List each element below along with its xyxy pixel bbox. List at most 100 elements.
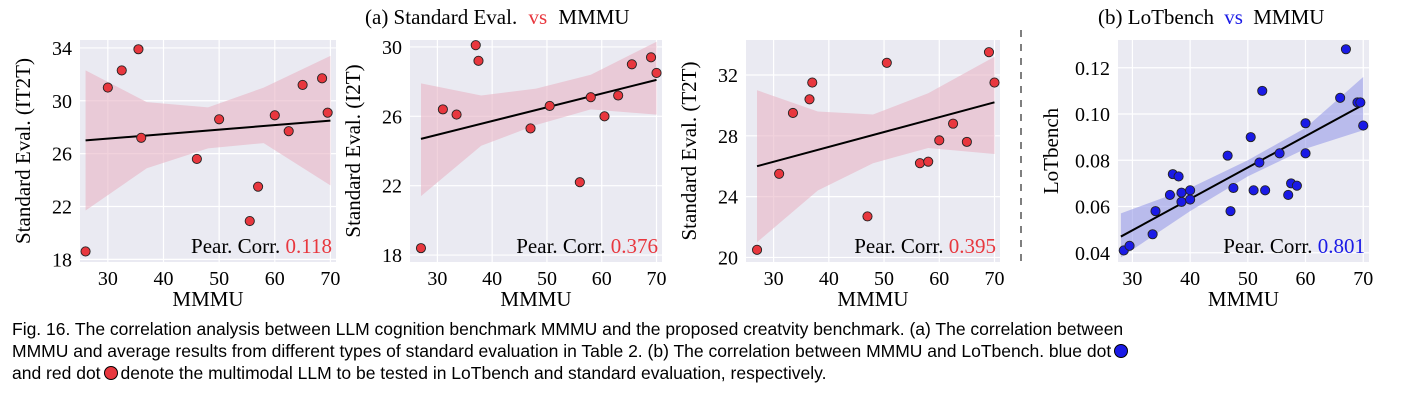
x-tick-label: 60 — [592, 268, 612, 290]
data-point — [451, 109, 462, 120]
data-point — [1124, 240, 1135, 251]
data-point — [1176, 196, 1187, 207]
data-point — [1300, 148, 1311, 159]
title-b: (b) LoTbench vs MMMU — [1098, 5, 1324, 29]
y-tick-label: 20 — [718, 247, 738, 269]
confidence-band — [85, 55, 331, 211]
x-tick-label: 70 — [1353, 268, 1373, 290]
x-axis-label: MMMU — [172, 287, 243, 311]
y-tick-label: 22 — [52, 197, 72, 219]
correlation-annotation: Pear. Corr. 0.801 — [1223, 234, 1365, 258]
y-tick-label: 18 — [52, 249, 72, 271]
x-tick-label: 30 — [98, 268, 118, 290]
data-point — [1176, 187, 1187, 198]
x-tick-label: 50 — [209, 268, 229, 290]
x-tick-label: 60 — [929, 268, 949, 290]
data-point — [1245, 132, 1256, 143]
data-point — [787, 107, 798, 119]
data-point — [214, 114, 225, 125]
y-axis-label: Standard Eval. (IT2T) — [11, 58, 35, 244]
data-point — [133, 44, 144, 55]
data-point — [574, 177, 585, 188]
title-a: (a) Standard Eval. vs MMMU — [365, 5, 630, 29]
data-point — [253, 181, 264, 192]
data-point — [989, 77, 1000, 88]
data-point — [1340, 44, 1351, 55]
x-tick-label: 50 — [537, 268, 557, 290]
data-point — [116, 65, 127, 76]
x-tick-label: 60 — [1296, 268, 1316, 290]
y-tick-label: 0.04 — [1075, 243, 1110, 265]
confidence-band — [1120, 77, 1364, 258]
data-point — [525, 123, 536, 134]
correlation-label: Pear. Corr. — [191, 234, 286, 258]
figure-caption: Fig. 16. The correlation analysis betwee… — [12, 318, 1402, 384]
x-tick-label: 70 — [320, 268, 340, 290]
data-point — [415, 243, 427, 254]
x-tick-label: 30 — [764, 268, 784, 290]
data-point — [1257, 85, 1268, 96]
y-axis-label: Standard Eval. (I2T) — [341, 64, 365, 237]
data-point — [807, 77, 818, 88]
data-point — [1185, 194, 1196, 205]
data-point — [1260, 185, 1271, 196]
data-point — [1147, 229, 1158, 240]
data-point — [1355, 97, 1366, 108]
x-tick-label: 70 — [984, 268, 1004, 290]
data-point — [1254, 157, 1265, 168]
data-point — [1358, 120, 1369, 131]
y-tick-label: 18 — [382, 245, 402, 267]
data-point — [1228, 182, 1239, 194]
chart-3: 30 40 50 60 70 20 24 28 32 MMMU Standard Eval. (T2… — [677, 40, 1004, 311]
data-point — [297, 79, 308, 90]
y-tick-label: 0.06 — [1075, 197, 1110, 219]
correlation-annotation: Pear. Corr. 0.118 — [191, 234, 332, 258]
correlation-label: Pear. Corr. — [516, 234, 611, 258]
regression-line — [85, 119, 331, 142]
x-tick-label: 40 — [482, 268, 502, 290]
y-tick-label: 24 — [718, 187, 738, 209]
data-point — [914, 158, 925, 169]
data-point — [774, 168, 785, 179]
data-point — [1185, 185, 1196, 196]
data-point — [191, 153, 202, 164]
y-tick-label: 26 — [382, 106, 402, 128]
x-tick-label: 40 — [153, 268, 173, 290]
data-point — [470, 40, 481, 51]
data-point — [1300, 118, 1311, 129]
y-tick-label: 0.08 — [1075, 150, 1110, 172]
correlation-value: 0.376 — [611, 234, 658, 258]
data-point — [948, 118, 959, 129]
data-point — [544, 100, 555, 111]
caption-line-1: Fig. 16. The correlation analysis betwee… — [12, 319, 1124, 339]
x-tick-label: 50 — [874, 268, 894, 290]
y-tick-label: 28 — [718, 126, 738, 148]
caption-line-2: MMMU and average results from different … — [12, 340, 1402, 362]
data-point — [645, 52, 657, 63]
data-point — [1173, 171, 1184, 182]
data-point — [1291, 180, 1302, 191]
data-point — [585, 92, 596, 103]
data-point — [751, 244, 763, 255]
data-point — [1222, 150, 1233, 161]
data-point — [1335, 92, 1346, 103]
y-tick-label: 22 — [382, 176, 402, 198]
correlation-label: Pear. Corr. — [1223, 234, 1318, 258]
y-axis-label: Standard Eval. (T2T) — [677, 61, 701, 240]
correlation-value: 0.395 — [949, 234, 996, 258]
x-axis-label: MMMU — [500, 287, 571, 311]
confidence-band — [421, 41, 657, 197]
data-point — [626, 59, 637, 70]
data-point — [283, 126, 294, 137]
blue-dot-icon — [1114, 344, 1129, 358]
chart-4: 30 40 50 60 70 0.04 0.06 0.08 0.10 0.12 MMMU LoTben… — [1039, 40, 1373, 311]
data-point — [862, 211, 873, 222]
x-tick-label: 40 — [819, 268, 839, 290]
y-tick-label: 26 — [52, 144, 72, 166]
data-point — [923, 156, 934, 167]
data-point — [1150, 206, 1161, 217]
correlation-value: 0.118 — [286, 234, 332, 258]
data-point — [244, 215, 255, 227]
data-point — [1225, 206, 1236, 217]
chart-1: 30 40 50 60 70 18 22 26 30 34 MMMU Standard Eval. (… — [11, 38, 340, 311]
